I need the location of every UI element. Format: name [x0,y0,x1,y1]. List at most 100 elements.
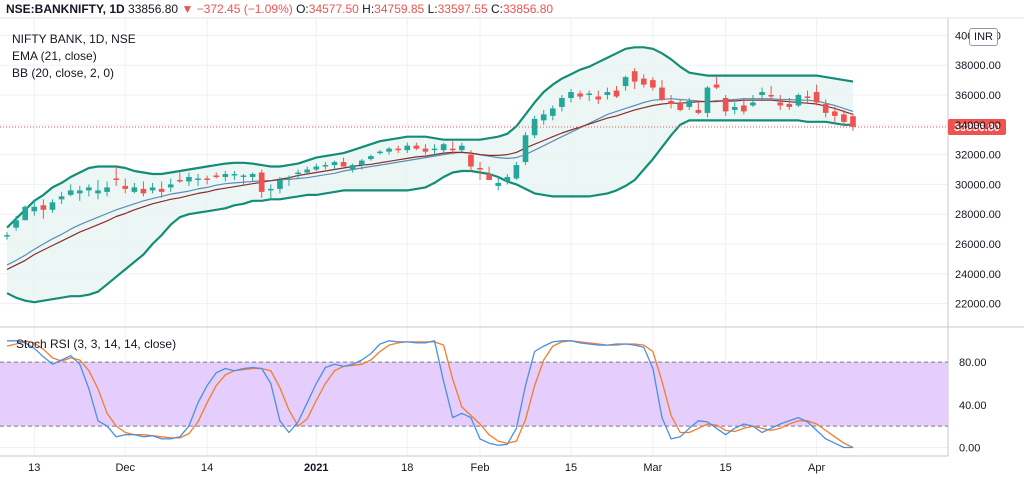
price-axis-tick: 24000.00 [955,269,1001,281]
last-price-tag-bg [948,118,1006,135]
time-axis-tick: Apr [808,462,825,474]
candle-body [295,172,301,174]
candle-body [258,172,265,192]
candle-body [440,144,447,151]
candle-body [167,184,174,188]
price-change: −372.45 (−1.09%) [196,2,293,16]
candle-body [286,178,292,180]
price-axis-tick: 26000.00 [955,239,1001,251]
candle-body [267,188,274,191]
candle-body [22,206,29,221]
candle-body [195,178,201,180]
stoch-axis-tick: 0.00 [959,442,980,454]
candle-body [559,98,565,107]
candle-body [622,77,629,87]
time-axis-tick: 18 [401,462,413,474]
open-value: 34577.50 [308,2,359,16]
candle-body [704,87,711,113]
currency-button[interactable]: INR [969,28,998,46]
price-axis-tick: 32000.00 [955,150,1001,162]
candle-body [95,190,101,194]
candle-body [349,165,356,170]
candle-body [249,174,256,177]
candle-body [277,179,283,189]
candle-body [340,162,347,167]
stoch-axis-tick: 40.00 [959,400,987,412]
high-value: 34759.85 [374,2,425,16]
legend-main-title[interactable]: NIFTY BANK, 1D, NSE [12,32,136,46]
symbol-header: NSE:BANKNIFTY, 1D 33856.80 ▼ −372.45 (−1… [6,2,553,16]
low-label: L: [427,2,438,16]
candle-body [131,187,138,192]
candle-body [686,100,693,107]
candle-body [804,96,811,98]
candle-body [768,95,774,97]
candle-body [722,98,729,112]
candle-body [49,202,56,210]
stoch-axis-tick: 80.00 [959,357,987,369]
candle-body [13,220,19,228]
price-axis-tick: 38000.00 [955,60,1001,72]
candle-body [631,71,638,82]
candle-body [604,92,611,96]
high-label: H: [362,2,375,16]
time-axis-tick: 2021 [304,462,328,474]
last-price: 33856.80 [128,2,179,16]
candle-body [186,176,192,182]
bollinger-lower-line [6,119,853,304]
ema-line [6,99,854,270]
price-axis-tick: 28000.00 [955,209,1001,221]
candle-body [713,84,720,88]
candle-body [231,174,238,176]
candle-body [368,156,374,160]
price-axis-tick: 34000.00 [955,120,1001,132]
candle-body [431,148,438,151]
time-axis-tick: 13 [28,462,40,474]
candle-body [540,114,547,121]
candle-body [76,190,83,194]
candle-body [395,148,401,151]
candle-body [31,206,38,212]
candle-body [595,96,602,100]
time-axis-tick: 15 [565,462,577,474]
candle-body [222,174,229,177]
legend-stoch-rsi[interactable]: Stoch RSI (3, 3, 14, 14, close) [16,337,177,351]
candle-body [841,114,847,122]
candle-body [322,165,329,167]
candle-body [577,93,583,97]
candle-body [459,145,465,151]
stoch-rsi-k-line [7,340,853,449]
open-label: O: [296,2,309,16]
legend-ema[interactable]: EMA (21, close) [12,49,97,63]
candle-body [677,103,683,110]
candle-body [568,92,574,98]
time-axis-tick: Dec [115,462,135,474]
time-axis-tick: Mar [643,462,662,474]
candle-body [477,168,483,170]
candle-body [240,175,247,177]
stoch-rsi-band [0,362,948,427]
candle-body [377,151,383,154]
close-label: C: [491,2,503,16]
legend-bb[interactable]: BB (20, close, 2, 0) [12,66,115,80]
candle-body [731,106,738,110]
candle-body [67,190,74,195]
candle-body [777,102,784,106]
candle-body [522,135,529,163]
symbol-name[interactable]: NSE:BANKNIFTY, 1D [6,2,125,16]
candle-body [413,145,420,149]
candle-body [177,179,183,182]
candle-body [422,148,429,152]
candle-body [122,185,129,189]
time-axis-tick: 15 [720,462,732,474]
candle-body [86,187,92,191]
candle-body [586,93,593,96]
candle-body [668,100,674,104]
candle-body [4,235,10,237]
candle-body [831,111,838,116]
candle-body [449,148,456,151]
candle-body [650,80,656,88]
candle-body [404,145,411,151]
